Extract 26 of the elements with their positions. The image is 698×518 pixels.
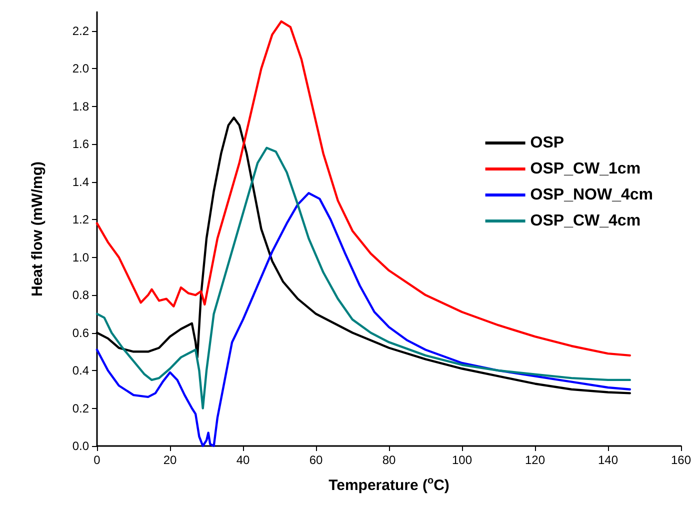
y-tick-label: 0.6 [72,326,90,340]
x-tick-label: 80 [382,453,396,467]
legend-label: OSP_CW_4cm [530,212,641,230]
x-tick-label: 40 [236,453,250,467]
y-tick-label: 0.2 [72,401,90,416]
x-tick-label: 20 [163,453,177,467]
y-tick-label: 1.6 [72,137,90,152]
legend-label: OSP_CW_1cm [530,160,641,178]
y-tick-label: 0.4 [72,364,90,378]
x-tick-label: 120 [524,453,546,467]
x-tick-label: 140 [598,453,618,467]
x-tick-label: 60 [309,453,323,467]
x-tick-label: 100 [452,453,472,467]
y-tick-label: 2.2 [72,24,90,38]
legend-label: OSP_NOW_4cm [530,186,654,204]
y-tick-label: 0.8 [72,288,90,302]
y-tick-label: 2.0 [72,62,90,76]
y-tick-label: 1.4 [72,174,90,189]
x-tick-label: 160 [670,453,692,467]
y-tick-label: 0.0 [72,439,90,453]
y-tick-label: 1.8 [72,99,90,114]
y-axis-title: Heat flow (mW/mg) [29,162,46,296]
x-tick-label: 0 [94,453,101,467]
legend-label: OSP [530,134,564,152]
y-tick-label: 1.0 [72,250,90,264]
y-tick-label: 1.2 [72,212,90,227]
